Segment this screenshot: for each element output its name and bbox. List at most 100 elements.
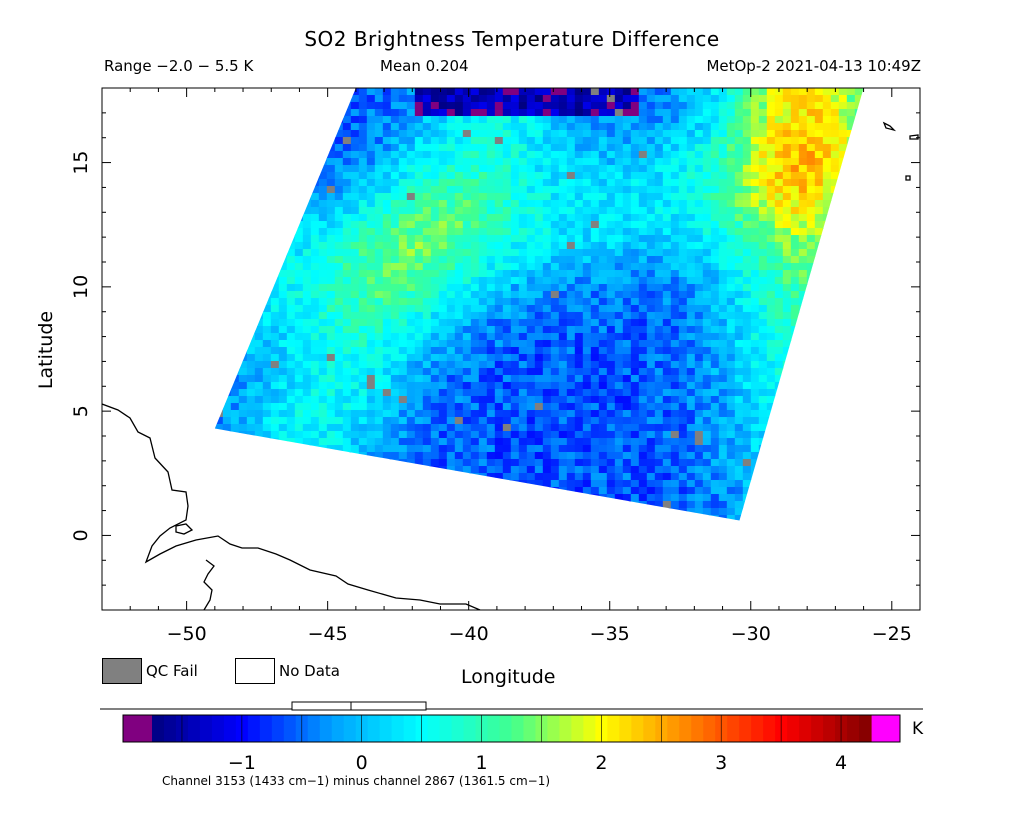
swath-cell bbox=[390, 466, 400, 474]
swath-cell bbox=[302, 214, 312, 222]
swath-cell bbox=[742, 242, 752, 250]
swath-cell bbox=[406, 508, 416, 516]
swath-cell bbox=[478, 186, 488, 194]
swath-cell bbox=[750, 200, 760, 208]
swath-cell bbox=[246, 438, 256, 446]
swath-cell bbox=[638, 165, 648, 173]
swath-cell bbox=[662, 403, 672, 411]
swath-cell bbox=[734, 235, 744, 243]
swath-cell bbox=[678, 319, 688, 327]
swath-cell bbox=[238, 312, 248, 320]
swath-cell bbox=[302, 459, 312, 467]
swath-cell bbox=[702, 221, 712, 229]
swath-cell bbox=[622, 361, 632, 369]
swath-cell bbox=[446, 165, 456, 173]
swath-cell bbox=[694, 137, 704, 145]
swath-cell bbox=[638, 305, 648, 313]
swath-cell bbox=[358, 431, 368, 439]
swath-cell bbox=[446, 452, 456, 460]
swath-cell bbox=[542, 508, 552, 516]
swath-cell bbox=[766, 116, 776, 124]
swath-cell bbox=[646, 417, 656, 425]
swath-cell bbox=[358, 445, 368, 453]
swath-cell bbox=[262, 270, 272, 278]
swath-cell bbox=[342, 109, 352, 117]
swath-cell bbox=[694, 473, 704, 481]
swath-cell bbox=[318, 417, 328, 425]
swath-cell bbox=[806, 95, 816, 103]
swath-cell bbox=[342, 144, 352, 152]
swath-cell bbox=[710, 473, 720, 481]
swath-cell bbox=[230, 459, 240, 467]
swath-cell bbox=[798, 417, 808, 425]
swath-cell bbox=[694, 284, 704, 292]
swath-cell bbox=[694, 305, 704, 313]
swath-cell bbox=[646, 277, 656, 285]
swath-cell bbox=[214, 284, 224, 292]
swath-cell bbox=[254, 410, 264, 418]
swath-cell bbox=[414, 186, 424, 194]
swath-cell bbox=[262, 116, 272, 124]
swath-cell bbox=[742, 438, 752, 446]
swath-cell bbox=[438, 95, 448, 103]
swath-cell bbox=[790, 172, 800, 180]
swath-cell bbox=[334, 144, 344, 152]
swath-cell bbox=[478, 431, 488, 439]
swath-cell bbox=[358, 123, 368, 131]
swath-cell bbox=[846, 473, 856, 481]
swath-cell bbox=[454, 298, 464, 306]
swath-cell bbox=[694, 466, 704, 474]
swath-cell bbox=[510, 361, 520, 369]
swath-cell bbox=[254, 396, 264, 404]
swath-cell bbox=[438, 333, 448, 341]
swath-cell bbox=[534, 179, 544, 187]
swath-cell bbox=[254, 326, 264, 334]
swath-cell bbox=[814, 116, 824, 124]
swath-cell bbox=[838, 333, 848, 341]
swath-cell bbox=[534, 361, 544, 369]
swath-cell bbox=[318, 263, 328, 271]
swath-cell bbox=[710, 319, 720, 327]
swath-cell bbox=[542, 333, 552, 341]
swath-cell bbox=[358, 270, 368, 278]
swath-cell bbox=[478, 403, 488, 411]
swath-cell bbox=[542, 347, 552, 355]
swath-cell bbox=[606, 305, 616, 313]
swath-cell bbox=[630, 312, 640, 320]
swath-cell bbox=[846, 298, 856, 306]
swath-cell bbox=[414, 242, 424, 250]
swath-cell bbox=[678, 368, 688, 376]
swath-cell bbox=[430, 249, 440, 257]
swath-cell bbox=[726, 466, 736, 474]
swath-cell bbox=[798, 270, 808, 278]
swath-cell bbox=[398, 417, 408, 425]
swath-cell bbox=[446, 172, 456, 180]
swath-cell bbox=[718, 88, 728, 96]
swath-cell bbox=[446, 242, 456, 250]
swath-cell bbox=[598, 207, 608, 215]
swath-cell bbox=[318, 130, 328, 138]
swath-cell bbox=[654, 431, 664, 439]
swath-cell bbox=[374, 396, 384, 404]
swath-cell bbox=[654, 130, 664, 138]
swath-cell bbox=[766, 284, 776, 292]
swath-cell bbox=[726, 179, 736, 187]
swath-cell bbox=[774, 312, 784, 320]
swath-cell bbox=[798, 312, 808, 320]
swath-cell bbox=[502, 144, 512, 152]
swath-cell bbox=[446, 116, 456, 124]
swath-cell bbox=[782, 249, 792, 257]
swath-cell bbox=[558, 361, 568, 369]
swath-cell bbox=[798, 508, 808, 516]
swath-cell bbox=[542, 305, 552, 313]
swath-cell bbox=[814, 207, 824, 215]
swath-cell bbox=[374, 459, 384, 467]
swath-cell bbox=[366, 368, 376, 376]
swath-cell bbox=[790, 368, 800, 376]
swath-cell bbox=[518, 368, 528, 376]
swath-cell bbox=[462, 326, 472, 334]
source-timestamp-text: MetOp-2 2021-04-13 10:49Z bbox=[706, 57, 921, 75]
swath-cell bbox=[758, 438, 768, 446]
swath-cell bbox=[254, 508, 264, 516]
swath-cell bbox=[758, 144, 768, 152]
